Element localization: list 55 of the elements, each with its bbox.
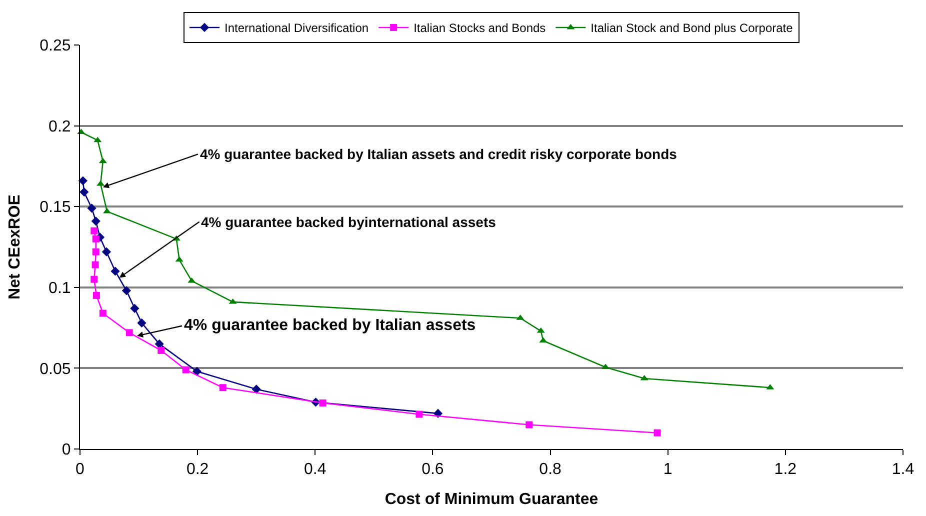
point bbox=[137, 318, 146, 328]
point bbox=[102, 247, 111, 256]
point bbox=[92, 292, 100, 299]
point bbox=[94, 136, 102, 142]
point bbox=[96, 180, 105, 186]
point bbox=[126, 329, 133, 336]
point bbox=[90, 227, 98, 234]
x-tick-label: 1.4 bbox=[892, 461, 914, 478]
point bbox=[91, 216, 100, 226]
point bbox=[87, 204, 96, 213]
point bbox=[80, 188, 89, 197]
point bbox=[122, 286, 131, 296]
x-axis-title: Cost of Minimum Guarantee bbox=[384, 490, 598, 508]
point bbox=[98, 158, 107, 164]
legend-label: Italian Stock and Bond plus Corporate bbox=[590, 21, 794, 36]
y-tick-label: 0.05 bbox=[40, 360, 71, 378]
x-tick-label: 0.6 bbox=[422, 461, 444, 478]
point bbox=[130, 304, 140, 313]
x-tick-label: 0.2 bbox=[186, 461, 209, 478]
point bbox=[90, 276, 98, 283]
point bbox=[99, 310, 106, 317]
y-tick-label: 0.15 bbox=[40, 199, 71, 216]
x-tick-label: 0 bbox=[76, 461, 85, 478]
point bbox=[219, 384, 226, 392]
point bbox=[92, 248, 100, 256]
point bbox=[319, 399, 326, 406]
y-tick-label: 0.2 bbox=[48, 118, 71, 136]
y-tick-label: 0.25 bbox=[40, 38, 71, 55]
y-tick-label: 0 bbox=[62, 442, 71, 459]
y-tick-label: 0.1 bbox=[48, 280, 71, 297]
legend-label: Italian Stocks and Bonds bbox=[414, 21, 546, 36]
x-tick-label: 0.8 bbox=[539, 461, 562, 478]
point bbox=[192, 366, 202, 376]
annotation: 4% guarantee backed by Italian assets and credit risky corporate bonds bbox=[200, 146, 678, 162]
point bbox=[654, 429, 661, 436]
point bbox=[158, 346, 165, 354]
point bbox=[110, 266, 120, 276]
y-axis-title: Net CEexROE bbox=[6, 194, 24, 300]
annotation: 4% guarantee backed byinternational assets bbox=[201, 214, 496, 230]
legend-label: International Diversification bbox=[224, 21, 369, 36]
annotation: 4% guarantee backed by Italian assets bbox=[184, 317, 476, 334]
point bbox=[175, 256, 184, 262]
x-tick-label: 1.2 bbox=[774, 461, 797, 478]
point bbox=[526, 421, 533, 428]
x-tick-label: 0.4 bbox=[304, 461, 326, 478]
point bbox=[182, 366, 190, 374]
point bbox=[103, 208, 112, 214]
point bbox=[228, 298, 237, 304]
point bbox=[416, 410, 423, 418]
point bbox=[78, 176, 88, 186]
point bbox=[92, 261, 99, 268]
point bbox=[188, 277, 196, 283]
point bbox=[252, 384, 261, 394]
x-tick-label: 1 bbox=[663, 461, 672, 478]
point bbox=[92, 235, 100, 242]
